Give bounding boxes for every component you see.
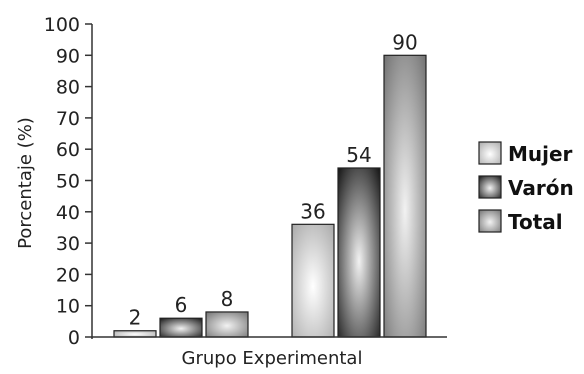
legend-label: Total <box>508 210 563 234</box>
bar-value-label: 36 <box>300 199 325 223</box>
y-axis: 0 10 20 30 40 50 60 70 80 90 100 <box>44 14 93 349</box>
y-tick-label: 100 <box>44 14 80 36</box>
y-tick-label: 10 <box>56 296 80 318</box>
y-tick-label: 0 <box>68 327 80 349</box>
legend: Mujer Varón Total <box>478 141 574 234</box>
bar-varn-0 <box>159 317 203 338</box>
bar-total-1 <box>383 54 427 338</box>
bar-value-label: 8 <box>221 287 234 311</box>
bar-value-label: 2 <box>129 306 142 330</box>
x-axis-title: Grupo Experimental <box>182 348 363 369</box>
y-tick-label: 60 <box>56 139 80 161</box>
bar-value-label: 6 <box>175 293 188 317</box>
y-tick-label: 80 <box>56 77 80 99</box>
bars: 2 6 8 36 54 90 <box>113 30 427 338</box>
bar-mujer-0 <box>113 330 157 338</box>
y-tick-label: 40 <box>56 202 80 224</box>
y-tick-label: 20 <box>56 264 80 286</box>
y-tick-label: 50 <box>56 171 80 193</box>
legend-swatch <box>478 209 502 233</box>
legend-swatch <box>478 141 502 165</box>
legend-label: Varón <box>508 176 574 200</box>
y-tick-label: 70 <box>56 108 80 130</box>
bar-varn-1 <box>337 167 381 338</box>
y-tick-label: 30 <box>56 233 80 255</box>
bar-mujer-1 <box>291 223 335 338</box>
bar-value-label: 54 <box>346 143 371 167</box>
legend-label: Mujer <box>508 142 573 166</box>
bar-total-0 <box>205 311 249 338</box>
y-tick-label: 90 <box>56 45 80 67</box>
y-axis-title: Porcentaje (%) <box>15 117 36 249</box>
bar-value-label: 90 <box>392 30 417 54</box>
legend-swatch <box>478 175 502 199</box>
